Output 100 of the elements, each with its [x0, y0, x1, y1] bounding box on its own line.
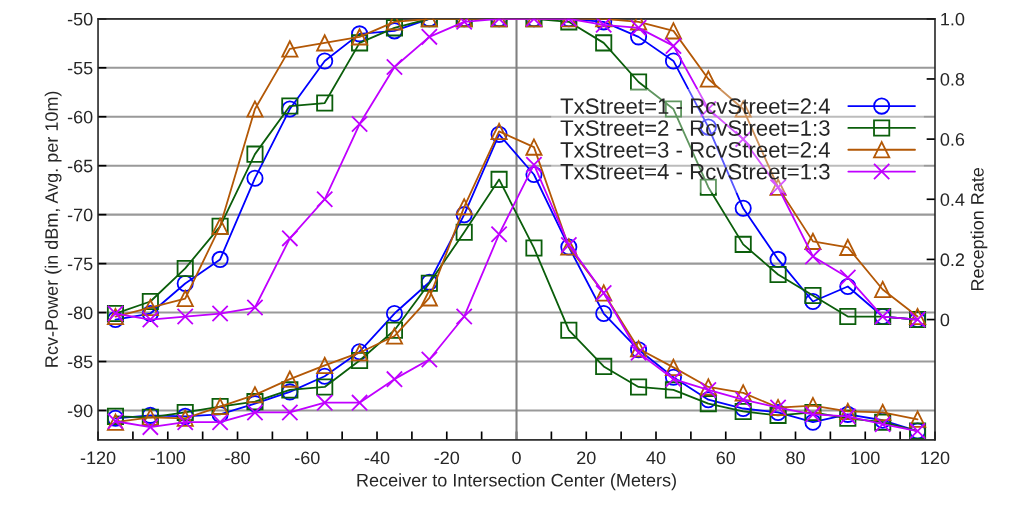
x-tick-label: 80 — [786, 451, 805, 465]
point — [525, 156, 543, 174]
point — [804, 292, 822, 311]
point — [420, 351, 438, 369]
point — [804, 286, 822, 305]
point — [769, 265, 787, 283]
point — [385, 321, 404, 339]
point — [420, 28, 438, 46]
x-tick-label: 40 — [646, 451, 666, 465]
point — [630, 73, 648, 91]
x-tick-label: 120 — [921, 451, 950, 465]
point — [281, 370, 299, 388]
point — [664, 22, 682, 40]
point — [211, 413, 229, 431]
point — [664, 37, 682, 55]
x-tick-label: 0 — [512, 451, 521, 465]
point — [874, 280, 892, 299]
point — [804, 247, 822, 265]
point — [455, 223, 473, 241]
point — [316, 52, 334, 70]
point — [316, 94, 334, 112]
point — [664, 358, 682, 376]
point — [385, 304, 404, 323]
point — [874, 403, 892, 421]
point — [385, 370, 404, 388]
point — [246, 403, 264, 421]
point — [141, 311, 159, 329]
point — [630, 19, 648, 37]
point — [525, 239, 543, 257]
x-tick-label: -40 — [364, 451, 390, 465]
x-tick-label: 60 — [716, 451, 736, 465]
point — [839, 308, 857, 326]
y2-tick-label: 1.0 — [941, 12, 965, 26]
point — [246, 298, 264, 317]
y2-tick-label: 0.8 — [940, 72, 965, 86]
point — [176, 274, 194, 293]
point — [734, 199, 752, 217]
point — [351, 351, 369, 370]
y-tick-label: -55 — [67, 61, 93, 75]
y-tick-label: -65 — [67, 159, 93, 173]
point — [281, 40, 299, 58]
point — [664, 52, 682, 70]
point — [281, 229, 299, 247]
x-tick-label: -80 — [225, 451, 250, 465]
point — [420, 289, 438, 307]
x-tick-label: 100 — [851, 451, 880, 465]
point — [211, 250, 229, 268]
point — [141, 298, 159, 317]
point — [211, 304, 229, 323]
y-axis-title: Rcv-Power (in dBm, Avg. per 10m) — [44, 91, 62, 367]
point — [595, 34, 613, 52]
point — [839, 268, 857, 286]
point — [839, 238, 857, 256]
point — [351, 34, 369, 52]
y-tick-label: -80 — [67, 306, 93, 320]
point — [246, 386, 264, 404]
point — [490, 170, 508, 188]
point — [664, 381, 682, 399]
point — [839, 277, 857, 296]
point — [246, 145, 264, 163]
point — [351, 115, 369, 133]
point — [141, 418, 159, 436]
point — [316, 378, 334, 396]
point — [176, 413, 194, 431]
point — [316, 190, 334, 208]
point — [176, 308, 194, 326]
y-tick-label: -90 — [67, 404, 93, 418]
point — [455, 206, 473, 224]
point — [595, 357, 613, 375]
y2-tick-label: 0.4 — [940, 193, 965, 206]
point — [734, 235, 752, 253]
y-tick-label: -75 — [67, 257, 93, 271]
y-tick-label: -60 — [67, 110, 93, 124]
point — [455, 198, 473, 216]
point — [804, 397, 822, 415]
point — [455, 307, 473, 326]
point — [316, 356, 334, 374]
point — [281, 403, 299, 421]
y-tick-label: -50 — [67, 12, 93, 26]
point — [595, 304, 613, 323]
y-tick-label: -85 — [67, 355, 93, 369]
point — [699, 70, 717, 88]
point — [246, 169, 264, 187]
point — [734, 391, 752, 409]
x-tick-label: -120 — [80, 451, 116, 465]
point — [316, 34, 334, 52]
point — [525, 138, 543, 156]
point — [804, 232, 822, 250]
point — [385, 327, 404, 345]
point — [385, 58, 404, 76]
y2-tick-label: 0 — [940, 313, 950, 327]
point — [246, 100, 264, 118]
y2-axis-title: Reception Rate — [970, 167, 988, 291]
point — [630, 378, 648, 396]
point — [176, 403, 194, 421]
x-tick-label: -20 — [434, 451, 460, 465]
point — [176, 259, 194, 277]
point — [316, 394, 334, 412]
x-tick-label: 20 — [577, 451, 596, 465]
point — [316, 367, 334, 385]
